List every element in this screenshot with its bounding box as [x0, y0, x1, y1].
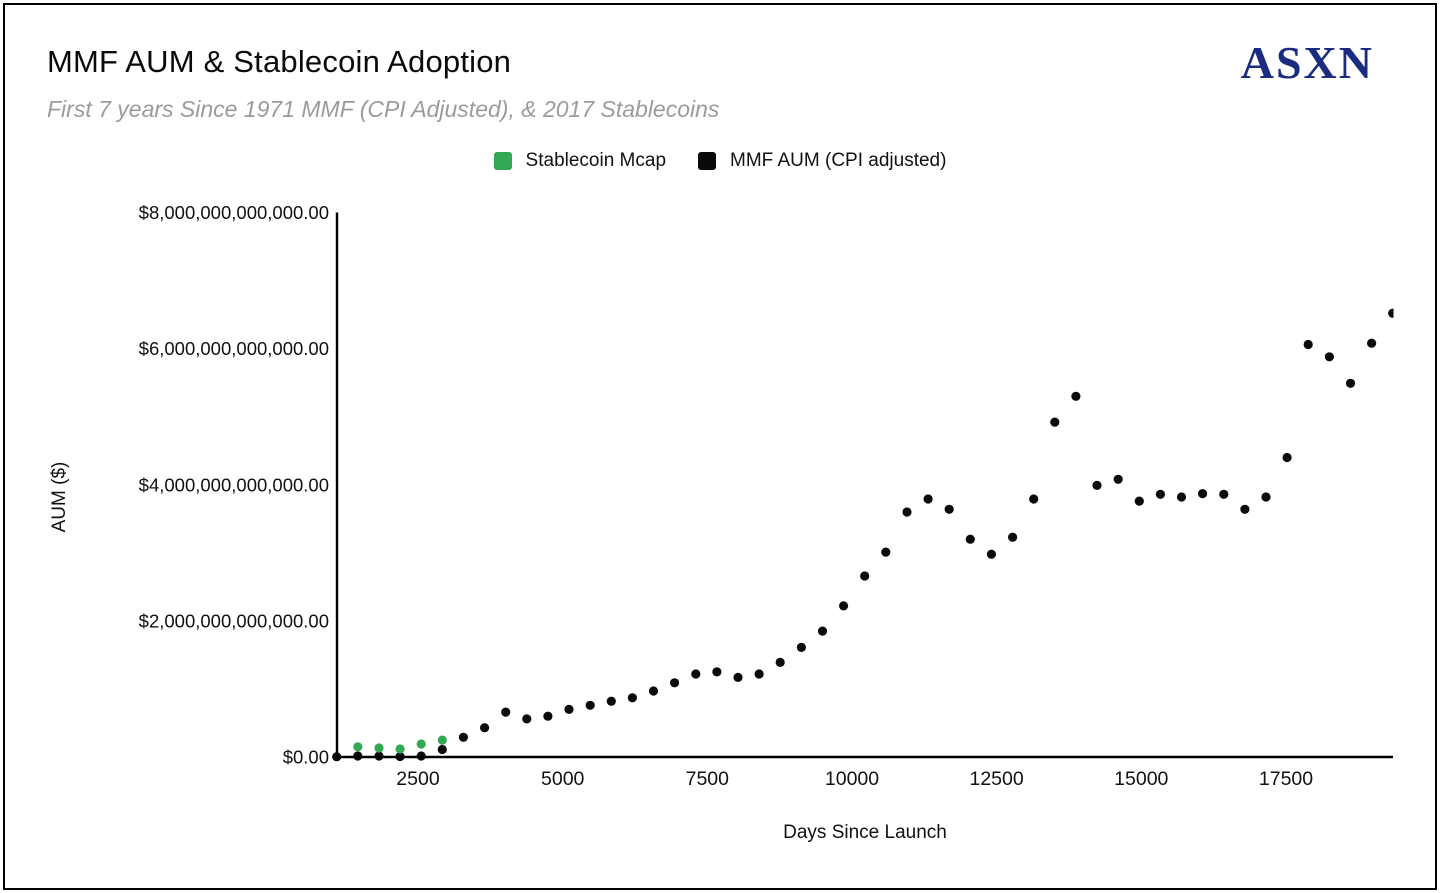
data-point	[1219, 489, 1229, 499]
data-points-layer	[332, 308, 1394, 762]
data-point	[437, 744, 447, 755]
data-point	[775, 657, 785, 668]
legend: Stablecoin Mcap MMF AUM (CPI adjusted)	[0, 150, 1440, 172]
data-point	[691, 669, 701, 679]
data-point	[902, 507, 912, 517]
data-point	[606, 696, 616, 706]
axes-layer	[335, 212, 1393, 759]
data-point	[543, 711, 553, 721]
y-tick-label: $4,000,000,000,000.00	[139, 474, 329, 495]
x-tick-label: 5000	[541, 768, 585, 790]
data-point	[1008, 532, 1018, 542]
data-point	[1155, 489, 1165, 499]
data-point	[986, 549, 997, 559]
page-title: MMF AUM & Stablecoin Adoption	[47, 44, 512, 79]
data-point	[754, 669, 764, 679]
y-tick-label: $6,000,000,000,000.00	[139, 338, 329, 359]
data-point	[860, 571, 870, 581]
data-point	[564, 704, 574, 715]
data-point	[353, 742, 363, 752]
y-tick-label: $0.00	[283, 747, 329, 768]
data-point	[395, 744, 405, 754]
data-point	[437, 735, 447, 745]
x-tick-label: 17500	[1259, 768, 1313, 790]
data-point	[1240, 504, 1250, 514]
data-point	[480, 723, 490, 733]
data-point	[670, 678, 680, 688]
data-point	[881, 547, 891, 557]
legend-item-mmf: MMF AUM (CPI adjusted)	[698, 150, 946, 172]
data-point	[965, 534, 975, 544]
data-point	[1071, 391, 1081, 401]
mmf-swatch-icon	[698, 152, 717, 170]
data-point	[923, 494, 933, 504]
data-point	[817, 626, 828, 636]
data-point	[374, 743, 384, 753]
data-point	[733, 672, 743, 683]
x-tick-label: 12500	[969, 768, 1023, 790]
data-point	[1176, 492, 1187, 502]
y-tick-label: $8,000,000,000,000.00	[139, 202, 329, 223]
legend-item-stablecoin: Stablecoin Mcap	[493, 150, 667, 172]
data-point	[712, 667, 722, 677]
x-axis-title: Days Since Launch	[783, 822, 947, 843]
data-point	[1092, 480, 1102, 490]
data-point	[585, 700, 595, 710]
data-point	[839, 601, 849, 611]
data-point	[627, 693, 638, 703]
stablecoin-swatch-icon	[493, 152, 512, 170]
data-point	[1282, 452, 1292, 463]
data-point	[1113, 474, 1123, 484]
data-point	[944, 504, 954, 514]
data-point	[1029, 494, 1039, 504]
data-point	[1324, 352, 1334, 362]
x-tick-label: 7500	[686, 768, 730, 790]
data-point	[1367, 338, 1377, 348]
tick-labels-layer: $0.00 $2,000,000,000,000.00 $4,000,000,000…	[139, 202, 1314, 790]
data-point	[458, 732, 468, 742]
data-point	[1134, 496, 1144, 506]
data-point	[522, 714, 532, 724]
data-point	[796, 642, 807, 653]
asxn-logo: ASXN	[1240, 37, 1374, 88]
page-subtitle: First 7 years Since 1971 MMF (CPI Adjust…	[47, 96, 720, 122]
legend-label: MMF AUM (CPI adjusted)	[730, 150, 947, 171]
data-point	[1345, 378, 1356, 388]
y-tick-label: $2,000,000,000,000.00	[139, 610, 329, 631]
x-tick-label: 2500	[396, 768, 440, 790]
x-tick-label: 15000	[1114, 768, 1168, 790]
legend-label: Stablecoin Mcap	[525, 150, 667, 171]
data-point	[1261, 492, 1271, 502]
data-point	[1198, 489, 1208, 499]
data-point	[1388, 308, 1394, 318]
data-point	[416, 739, 426, 749]
data-point	[1050, 417, 1060, 427]
data-point	[501, 707, 511, 717]
data-point	[648, 686, 659, 696]
x-tick-label: 10000	[825, 768, 879, 790]
data-point	[1303, 339, 1313, 350]
